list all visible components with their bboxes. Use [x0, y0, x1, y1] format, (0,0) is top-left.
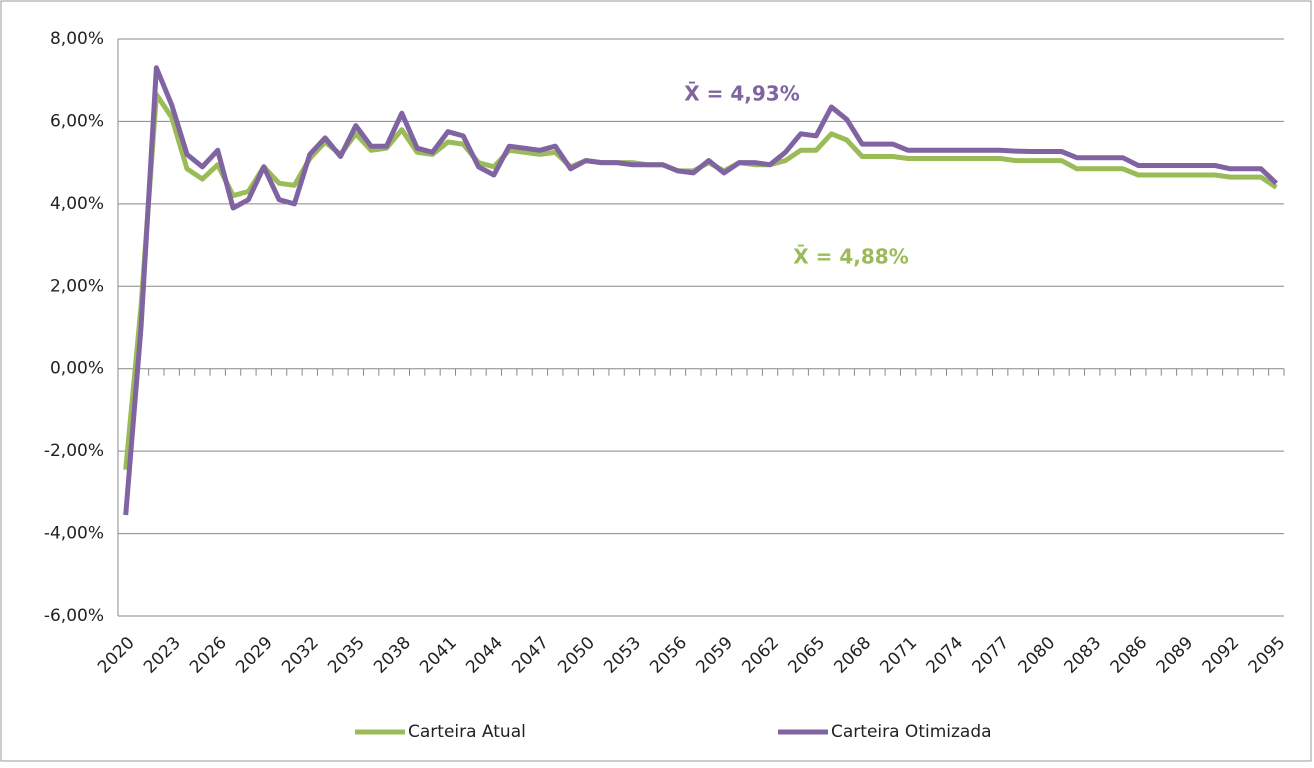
y-tick-label: -4,00% [44, 524, 104, 544]
series-line [123, 65, 1279, 516]
legend-label: Carteira Atual [408, 722, 526, 742]
y-tick-label: 2,00% [50, 276, 104, 296]
annotation: X̄ = 4,88% [793, 245, 909, 269]
y-tick-label: 0,00% [50, 359, 104, 379]
y-tick-label: -6,00% [44, 606, 104, 626]
y-tick-label: 4,00% [50, 194, 104, 214]
annotation: X̄ = 4,93% [684, 82, 800, 106]
legend-label: Carteira Otimizada [831, 722, 992, 742]
y-tick-label: 6,00% [50, 111, 104, 131]
y-tick-label: -2,00% [44, 441, 104, 461]
y-tick-label: 8,00% [50, 29, 104, 49]
